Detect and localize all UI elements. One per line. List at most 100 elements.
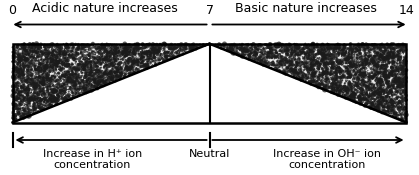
Point [68, 73, 75, 76]
Point [370, 44, 377, 47]
Point [140, 59, 147, 62]
Point [315, 60, 322, 62]
Point [393, 45, 399, 47]
Point [363, 85, 370, 88]
Point [370, 104, 377, 107]
Point [68, 76, 75, 79]
Point [303, 62, 309, 65]
Point [280, 69, 287, 72]
Point [364, 45, 371, 47]
Point [285, 46, 292, 49]
Point [18, 86, 25, 89]
Point [79, 87, 85, 90]
Point [133, 52, 140, 54]
Point [56, 60, 62, 63]
Point [387, 100, 393, 103]
Point [15, 67, 22, 70]
Point [153, 56, 159, 59]
Point [20, 70, 27, 72]
Point [60, 67, 67, 70]
Point [81, 89, 88, 92]
Point [292, 74, 298, 76]
Point [323, 69, 330, 72]
Point [400, 85, 406, 87]
Point [373, 76, 380, 79]
Point [388, 44, 395, 47]
Point [19, 95, 26, 98]
Point [118, 47, 125, 50]
Point [39, 62, 46, 65]
Point [80, 83, 86, 85]
Point [20, 55, 26, 58]
Point [90, 78, 97, 81]
Point [53, 68, 59, 71]
Point [329, 82, 336, 85]
Point [321, 87, 327, 90]
Point [14, 108, 21, 111]
Point [246, 55, 253, 58]
Point [26, 89, 33, 91]
Point [51, 90, 58, 93]
Point [348, 49, 355, 52]
Point [389, 109, 396, 112]
Point [389, 61, 396, 63]
Point [334, 79, 341, 82]
Point [318, 48, 325, 51]
Point [339, 88, 345, 90]
Point [56, 81, 63, 84]
Point [342, 96, 349, 99]
Point [356, 56, 363, 59]
Point [316, 73, 322, 76]
Point [310, 79, 316, 82]
Point [351, 54, 357, 57]
Point [291, 52, 298, 55]
Point [308, 58, 315, 60]
Point [107, 75, 114, 78]
Point [391, 66, 397, 69]
Point [55, 93, 62, 96]
Point [401, 76, 407, 79]
Point [47, 57, 54, 60]
Point [301, 69, 308, 71]
Point [22, 85, 28, 88]
Point [107, 49, 114, 52]
Point [384, 70, 391, 72]
Point [34, 103, 41, 106]
Point [361, 98, 367, 101]
Point [45, 90, 52, 93]
Point [58, 48, 65, 50]
Point [100, 46, 106, 49]
Point [396, 65, 403, 68]
Point [26, 114, 33, 117]
Point [343, 80, 350, 83]
Point [391, 85, 397, 88]
Point [39, 81, 46, 84]
Point [92, 51, 98, 54]
Point [26, 64, 33, 67]
Point [334, 66, 341, 69]
Point [305, 81, 312, 84]
Point [143, 43, 150, 46]
Point [127, 73, 134, 76]
Point [311, 43, 318, 46]
Point [347, 94, 354, 97]
Point [380, 67, 387, 70]
Point [345, 76, 352, 79]
Point [23, 49, 30, 51]
Point [241, 49, 248, 52]
Point [399, 94, 406, 97]
Point [386, 76, 393, 79]
Point [89, 51, 96, 54]
Point [380, 98, 386, 100]
Point [273, 50, 279, 52]
Point [250, 58, 256, 61]
Point [237, 54, 244, 57]
Point [383, 53, 389, 56]
Point [359, 61, 366, 64]
Point [307, 51, 314, 54]
Point [290, 71, 297, 74]
Point [49, 94, 56, 97]
Point [270, 62, 277, 65]
Point [319, 68, 326, 71]
Point [382, 95, 389, 98]
